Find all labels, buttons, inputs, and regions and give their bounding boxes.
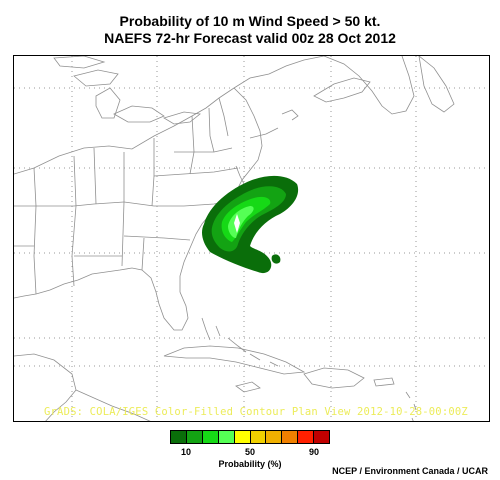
graticule	[14, 56, 489, 421]
map-title-line1: Probability of 10 m Wind Speed > 50 kt.	[119, 13, 381, 29]
colorbar-swatch	[298, 431, 315, 443]
colorbar-label: Probability (%)	[218, 459, 282, 469]
coastlines	[14, 56, 455, 421]
credit-text: NCEP / Environment Canada / UCAR	[332, 466, 488, 476]
colorbar-swatch	[234, 431, 251, 443]
colorbar-swatch	[314, 431, 330, 443]
colorbar-swatch	[171, 431, 187, 443]
map-panel: GrADS: COLA/IGES Color-Filled Contour Pl…	[13, 55, 490, 422]
colorbar-swatch	[218, 431, 235, 443]
colorbar-tick-label: 10	[180, 447, 192, 457]
colorbar-swatch	[186, 431, 203, 443]
map-canvas	[14, 56, 489, 421]
colorbar-swatch	[282, 431, 299, 443]
map-title-line2: NAEFS 72-hr Forecast valid 00z 28 Oct 20…	[104, 30, 396, 46]
colorbar-swatch	[250, 431, 267, 443]
colorbar-tick-label: 90	[308, 447, 320, 457]
probability-contours	[202, 175, 299, 274]
colorbar-tick-label: 50	[244, 447, 256, 457]
grads-watermark: GrADS: COLA/IGES Color-Filled Contour Pl…	[44, 406, 468, 418]
colorbar-swatch	[266, 431, 283, 443]
colorbar-swatch	[202, 431, 219, 443]
probability-colorbar	[170, 430, 330, 444]
